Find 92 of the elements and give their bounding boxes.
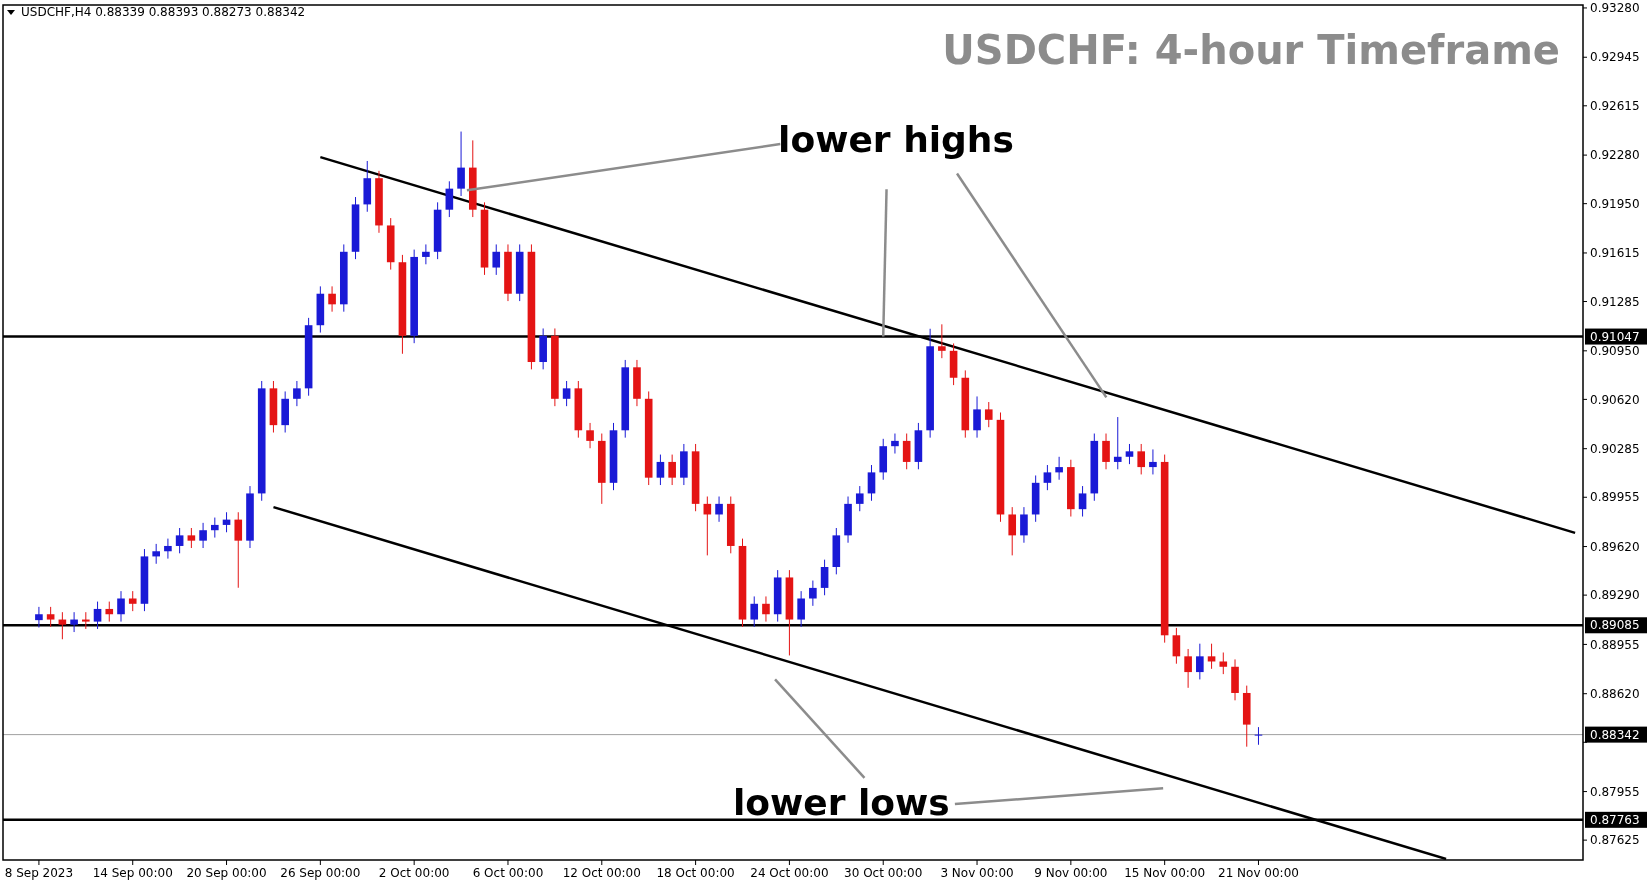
x-tick-label: 9 Nov 00:00: [1034, 866, 1108, 880]
y-tick-label: 0.90620: [1590, 392, 1640, 407]
candlestick: [187, 527, 196, 549]
candlestick: [762, 595, 770, 623]
candlestick: [1149, 448, 1157, 475]
x-tick-label: 24 Oct 00:00: [750, 866, 829, 880]
x-tick-label: 12 Oct 00:00: [562, 866, 641, 880]
y-tick-label: 0.88620: [1590, 686, 1640, 701]
candlestick: [902, 433, 911, 470]
candlestick: [1184, 648, 1192, 689]
x-tick-label: 14 Sep 00:00: [92, 866, 173, 880]
y-tick-label: 0.90950: [1590, 344, 1640, 359]
x-tick-label: 8 Sep 2023: [4, 866, 74, 880]
candlestick: [35, 606, 43, 628]
candlestick: [867, 464, 876, 502]
candlestick: [586, 422, 594, 449]
candlestick: [668, 454, 676, 486]
y-tick-label: 0.90285: [1590, 441, 1640, 456]
candlestick: [1102, 433, 1110, 470]
annotation: USDCHF,H4 0.88339 0.88393 0.88273 0.88342: [21, 5, 306, 19]
y-tick-label: 0.93280: [1590, 1, 1640, 16]
x-tick-label: 21 Nov 00:00: [1218, 866, 1299, 880]
candlestick: [656, 454, 665, 486]
candlestick: [164, 538, 172, 560]
candlestick: [152, 543, 160, 565]
x-tick-label: 6 Oct 00:00: [472, 866, 544, 880]
candlestick: [46, 606, 55, 628]
y-tick-label: 0.92945: [1590, 50, 1640, 65]
y-tick-label: 0.91285: [1590, 294, 1640, 309]
candlestick: [1055, 456, 1063, 481]
x-tick-label: 30 Oct 00:00: [844, 866, 923, 880]
candlestick: [1207, 643, 1216, 670]
candlestick: [492, 243, 501, 276]
candlestick: [328, 285, 336, 313]
y-tick-label: 0.89955: [1590, 490, 1640, 505]
candlestick: [984, 401, 993, 428]
candlestick: [128, 590, 137, 612]
candlestick: [234, 511, 243, 589]
candlestick: [105, 601, 114, 623]
candlestick: [293, 380, 301, 407]
ref-line-label: 0.89085: [1590, 618, 1640, 633]
candlestick: [891, 433, 899, 455]
candlestick: [117, 590, 125, 623]
y-tick-label: 0.91950: [1590, 196, 1640, 211]
y-tick-label: 0.92280: [1590, 148, 1640, 163]
candlestick: [175, 527, 184, 554]
candlestick: [855, 485, 864, 512]
candlestick: [797, 590, 805, 628]
candlestick: [1020, 506, 1028, 544]
y-tick-label: 0.92615: [1590, 99, 1640, 113]
text: USDCHF: 4-hour Timeframe: [942, 27, 1560, 73]
x-tick-label: 15 Nov 00:00: [1124, 866, 1206, 880]
candlestick: [715, 496, 723, 523]
candlestick: [58, 611, 67, 640]
candlestick: [445, 180, 454, 218]
candlestick: [1113, 416, 1122, 470]
candlestick: [562, 380, 571, 407]
candlestick: [1043, 464, 1052, 491]
y-tick-label: 0.89290: [1590, 588, 1640, 603]
candlestick: [750, 595, 759, 628]
ref-line-label: 0.88342: [1590, 727, 1640, 742]
ref-line-label: 0.91047: [1590, 329, 1640, 344]
candlestick: [1137, 443, 1146, 475]
candlestick: [457, 131, 465, 197]
candlestick: [93, 601, 102, 630]
ref-line-label: 0.87763: [1590, 813, 1640, 828]
y-tick-label: 0.87625: [1590, 833, 1640, 848]
candlestick: [199, 522, 207, 549]
annotation: lower highs: [778, 119, 1014, 161]
candlestick: [1008, 506, 1017, 556]
candlestick: [1219, 652, 1228, 675]
candlestick: [1196, 643, 1204, 680]
candlestick: [211, 517, 219, 539]
x-tick-label: 20 Sep 00:00: [186, 866, 267, 880]
y-tick-label: 0.91615: [1590, 246, 1640, 261]
y-tick-label: 0.89620: [1590, 539, 1640, 554]
candlestick: [1172, 627, 1181, 665]
y-tick-label: 0.87955: [1590, 784, 1640, 799]
x-tick-label: 2 Oct 00:00: [378, 866, 450, 880]
candlestick: [938, 323, 946, 359]
x-tick-label: 18 Oct 00:00: [656, 866, 735, 880]
candlestick: [820, 559, 829, 596]
y-tick-label: 0.88955: [1590, 637, 1640, 652]
annotation: lower lows: [732, 781, 950, 823]
candlestick: [809, 580, 817, 607]
candlestick: [973, 395, 981, 439]
candlestick: [1078, 485, 1087, 518]
x-tick-label: 3 Nov 00:00: [940, 866, 1014, 880]
candlestick: [70, 611, 78, 633]
candlestick: [1125, 443, 1134, 465]
candlestick: [422, 243, 430, 265]
x-tick-label: 26 Sep 00:00: [280, 866, 361, 880]
